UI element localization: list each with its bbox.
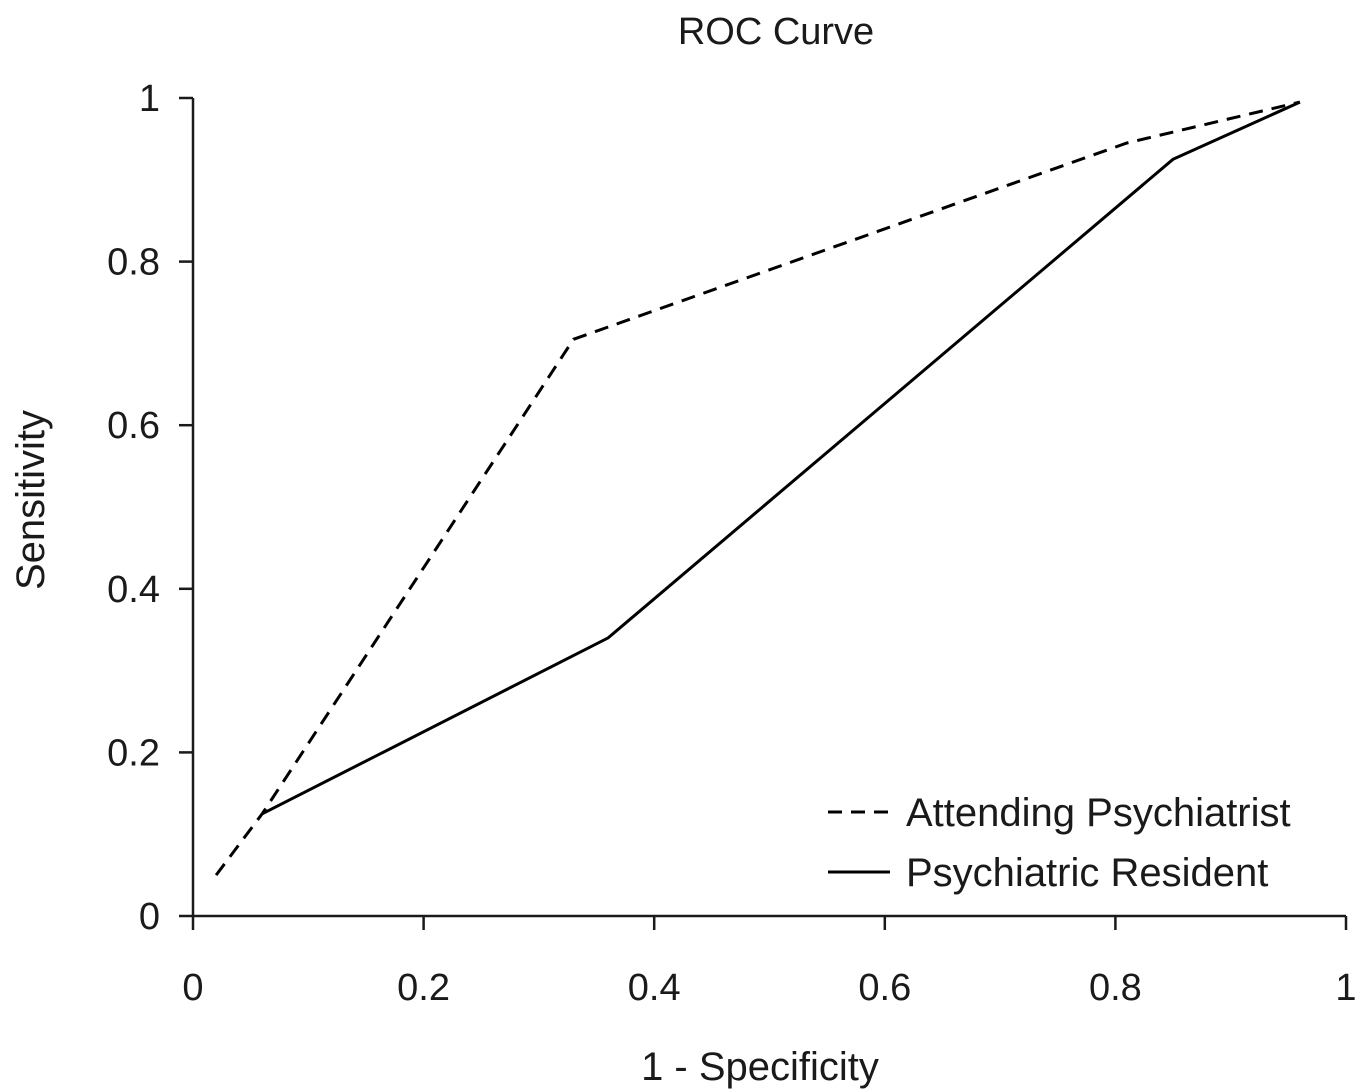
legend: Attending Psychiatrist Psychiatric Reside… <box>828 791 1291 895</box>
y-axis-ticks: 0 0.2 0.4 0.6 0.8 1 <box>107 78 193 938</box>
x-tick-label: 0.6 <box>858 967 911 1009</box>
y-tick-label: 1 <box>139 78 160 120</box>
chart-title: ROC Curve <box>678 11 874 53</box>
legend-label: Psychiatric Resident <box>906 851 1268 895</box>
x-tick-label: 0.2 <box>397 967 450 1009</box>
x-axis-ticks: 0 0.2 0.4 0.6 0.8 1 <box>182 916 1357 1009</box>
x-tick-label: 0 <box>182 967 203 1009</box>
y-axis-label: Sensitivity <box>9 410 53 590</box>
x-axis-label: 1 - Specificity <box>641 1045 879 1089</box>
series-line-solid <box>261 100 1301 816</box>
y-tick-label: 0.4 <box>107 569 160 611</box>
x-tick-label: 0.4 <box>628 967 681 1009</box>
y-tick-label: 0.6 <box>107 405 160 447</box>
x-tick-label: 0.8 <box>1089 967 1142 1009</box>
legend-label: Attending Psychiatrist <box>906 791 1291 835</box>
series-lines <box>214 100 1301 877</box>
y-tick-label: 0.8 <box>107 242 160 284</box>
y-tick-label: 0 <box>139 896 160 938</box>
series-line-dashed <box>214 100 1301 877</box>
x-tick-label: 1 <box>1335 967 1356 1009</box>
y-tick-label: 0.2 <box>107 732 160 774</box>
